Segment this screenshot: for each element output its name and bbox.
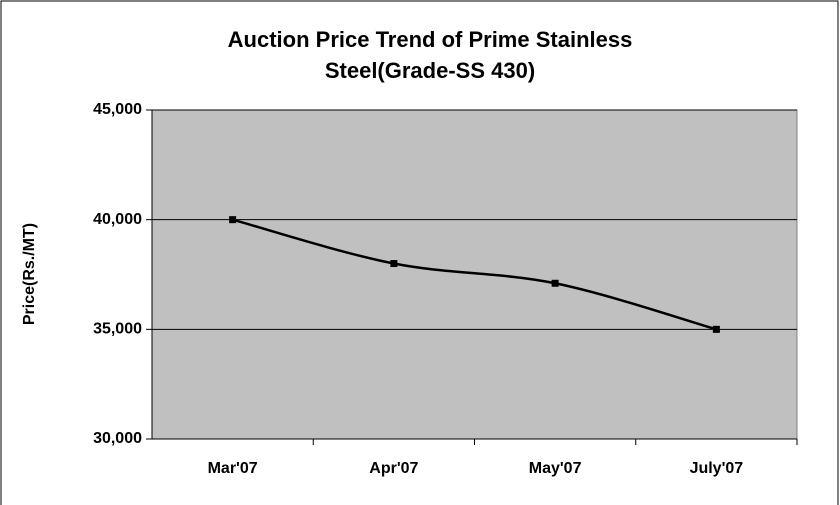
chart-title: Steel(Grade-SS 430) bbox=[325, 58, 535, 83]
point-marker bbox=[712, 325, 720, 333]
series-line bbox=[232, 218, 717, 331]
y-tick-label: 45,000 bbox=[93, 101, 142, 118]
x-tick-label: May'07 bbox=[529, 460, 582, 477]
y-axis-label: Price(Rs./MT) bbox=[21, 223, 38, 325]
x-tick-label: Apr'07 bbox=[369, 460, 418, 477]
point-marker bbox=[551, 279, 559, 287]
chart-title: Auction Price Trend of Prime Stainless bbox=[228, 27, 633, 52]
y-tick-label: 40,000 bbox=[93, 211, 142, 228]
point-marker bbox=[229, 216, 237, 224]
x-tick-label: Mar'07 bbox=[208, 460, 258, 477]
y-tick-label: 30,000 bbox=[93, 430, 142, 447]
x-tick-label: July'07 bbox=[690, 460, 744, 477]
y-tick-label: 35,000 bbox=[93, 321, 142, 338]
point-marker bbox=[390, 260, 398, 268]
